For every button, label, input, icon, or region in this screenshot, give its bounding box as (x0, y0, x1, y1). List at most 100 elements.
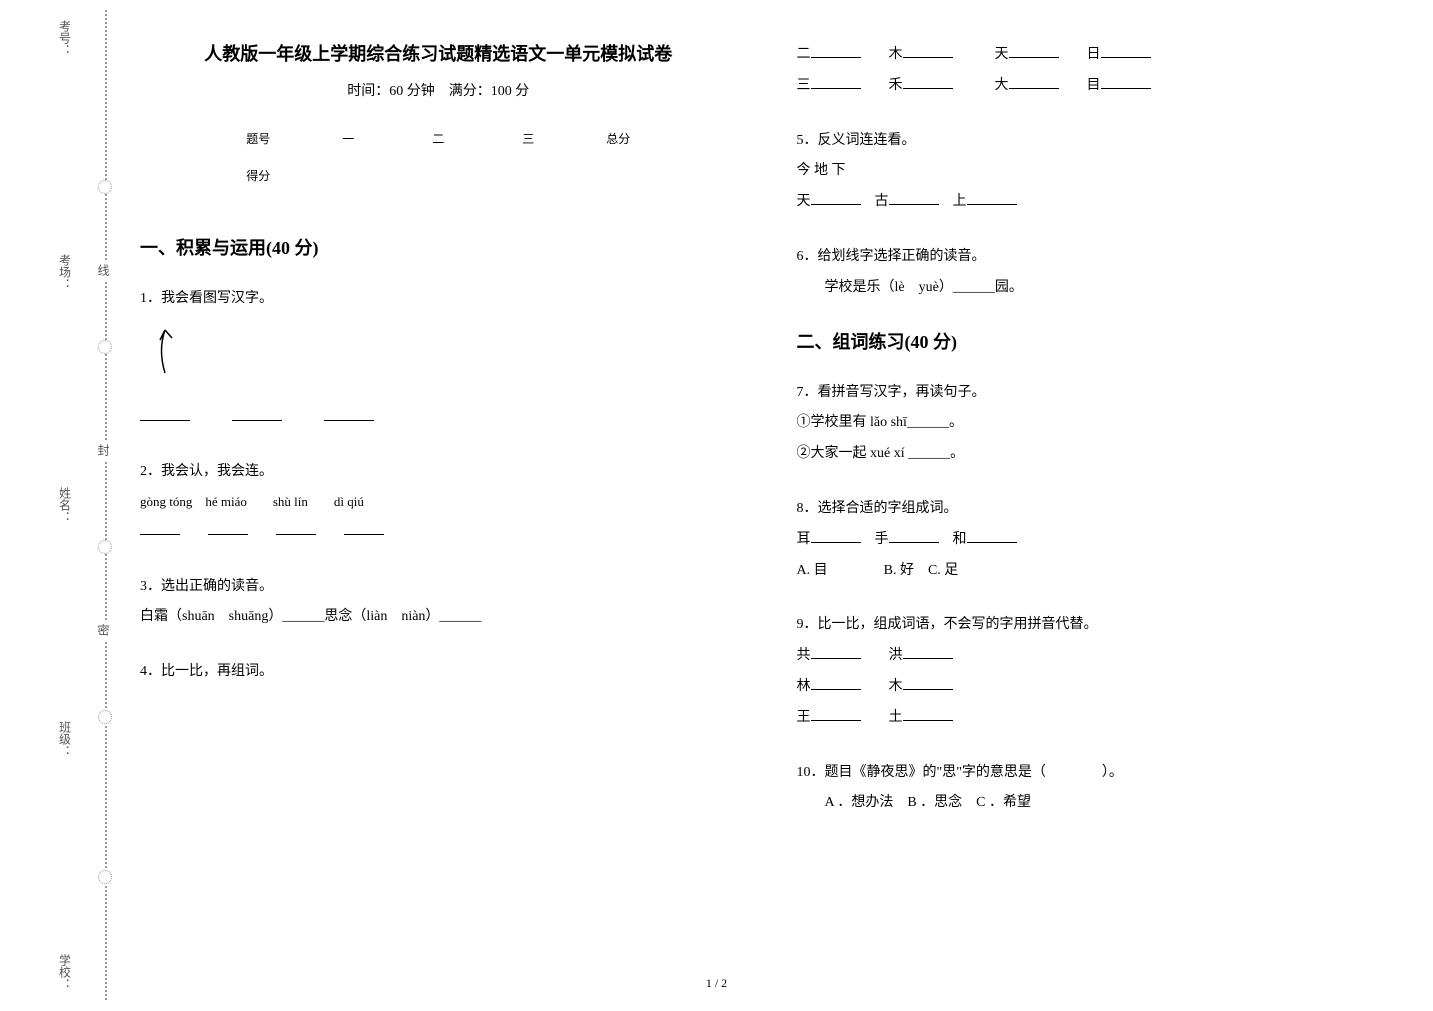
q6-text: 6．给划线字选择正确的读音。 (797, 242, 1394, 273)
q1-blanks (140, 403, 737, 434)
q8-char: 手 (875, 532, 889, 547)
q7-text: 7．看拼音写汉字，再读句子。 (797, 378, 1394, 409)
question-3: 3．选出正确的读音。 白霜（shuān shuāng）______思念（liàn… (140, 572, 737, 634)
q2-text: 2．我会认，我会连。 (140, 457, 737, 488)
answer-blank[interactable] (903, 645, 953, 659)
q10-text: 10．题目《静夜思》的"思"字的意思是（ ）。 (797, 758, 1394, 789)
spine-label-name: 姓名： (57, 487, 74, 523)
score-header: 题号 (233, 130, 283, 147)
left-column: 人教版一年级上学期综合练习试题精选语文一单元模拟试卷 时间：60 分钟 满分：1… (140, 40, 737, 843)
answer-blank[interactable] (1009, 44, 1059, 58)
question-4: 4．比一比，再组词。 (140, 657, 737, 688)
q4-char: 大 (995, 78, 1009, 93)
spine-label-room: 考场： (57, 254, 74, 290)
score-blank (593, 167, 643, 184)
answer-blank[interactable] (324, 407, 374, 421)
answer-blank[interactable] (811, 529, 861, 543)
q4-char: 天 (995, 47, 1009, 62)
answer-blank[interactable] (903, 75, 953, 89)
seal-line (105, 10, 107, 1000)
q8-options: A. 目 B. 好 C. 足 (797, 556, 1394, 587)
answer-blank[interactable] (811, 44, 861, 58)
answer-blank[interactable] (140, 521, 180, 535)
answer-blank[interactable] (1101, 44, 1151, 58)
q4-char: 二 (797, 47, 811, 62)
q4-char: 禾 (889, 78, 903, 93)
q8-text: 8．选择合适的字组成词。 (797, 494, 1394, 525)
score-header: 一 (323, 130, 373, 147)
q9-char: 木 (889, 679, 903, 694)
question-5: 5．反义词连连看。 今 地 下 天 古 上 (797, 126, 1394, 218)
score-header: 三 (503, 130, 553, 147)
q4-char: 三 (797, 78, 811, 93)
question-1: 1．我会看图写汉字。 (140, 284, 737, 433)
q5-char: 古 (875, 194, 889, 209)
score-header: 二 (413, 130, 463, 147)
answer-blank[interactable] (903, 676, 953, 690)
q9-char: 林 (797, 679, 811, 694)
seal-dot (98, 540, 112, 554)
score-blank (503, 167, 553, 184)
section-1-title: 一、积累与运用(40 分) (140, 234, 737, 260)
q3-text: 3．选出正确的读音。 (140, 572, 737, 603)
question-8: 8．选择合适的字组成词。 耳 手 和 A. 目 B. 好 C. 足 (797, 494, 1394, 586)
score-label: 得分 (233, 167, 283, 184)
q5-char: 上 (953, 194, 967, 209)
q3-line: 白霜（shuān shuāng）______思念（liàn niàn）_____… (140, 602, 737, 633)
seal-dot (98, 710, 112, 724)
answer-blank[interactable] (811, 191, 861, 205)
q2-blanks (140, 517, 737, 548)
seal-dot (98, 180, 112, 194)
q9-char: 土 (889, 710, 903, 725)
q2-pinyin: gòng tóng hé miáo shù lín dì qiú (140, 488, 737, 517)
answer-blank[interactable] (889, 191, 939, 205)
q9-text: 9．比一比，组成词语，不会写的字用拼音代替。 (797, 610, 1394, 641)
answer-blank[interactable] (208, 521, 248, 535)
answer-blank[interactable] (232, 407, 282, 421)
q6-line: 学校是乐（lè yuè）______园。 (825, 273, 1394, 304)
q8-char: 和 (953, 532, 967, 547)
q5-text: 5．反义词连连看。 (797, 126, 1394, 157)
answer-blank[interactable] (967, 191, 1017, 205)
answer-blank[interactable] (1101, 75, 1151, 89)
spine-label-school: 学校： (57, 954, 74, 990)
q4-char: 木 (889, 47, 903, 62)
q5-line1: 今 地 下 (797, 156, 1394, 187)
question-6: 6．给划线字选择正确的读音。 学校是乐（lè yuè）______园。 (797, 242, 1394, 304)
q1-text: 1．我会看图写汉字。 (140, 284, 737, 315)
answer-blank[interactable] (903, 44, 953, 58)
question-2: 2．我会认，我会连。 gòng tóng hé miáo shù lín dì … (140, 457, 737, 547)
seal-word-feng: 封 (95, 440, 112, 460)
q7-sub1: ①学校里有 lǎo shī______。 (797, 408, 1394, 439)
answer-blank[interactable] (811, 645, 861, 659)
section-2-title: 二、组词练习(40 分) (797, 328, 1394, 354)
answer-blank[interactable] (811, 707, 861, 721)
q9-char: 共 (797, 648, 811, 663)
q1-figure (150, 325, 737, 393)
question-10: 10．题目《静夜思》的"思"字的意思是（ ）。 A ．想办法 B ．思念 C ．… (797, 758, 1394, 820)
answer-blank[interactable] (811, 75, 861, 89)
question-4-continued: 二 木 天 日 三 禾 大 目 (797, 40, 1394, 102)
q9-char: 洪 (889, 648, 903, 663)
seal-dot (98, 870, 112, 884)
score-header: 总分 (593, 130, 643, 147)
answer-blank[interactable] (811, 676, 861, 690)
answer-blank[interactable] (889, 529, 939, 543)
answer-blank[interactable] (903, 707, 953, 721)
answer-blank[interactable] (967, 529, 1017, 543)
question-9: 9．比一比，组成词语，不会写的字用拼音代替。 共 洪 林 木 王 土 (797, 610, 1394, 733)
arrow-icon (150, 325, 180, 380)
spine-label-examno: 考号： (57, 20, 74, 56)
q10-options: A ．想办法 B ．思念 C ．希望 (825, 788, 1394, 819)
seal-word-mi: 密 (95, 620, 112, 640)
score-table: 题号 一 二 三 总分 得分 (140, 130, 737, 184)
exam-title: 人教版一年级上学期综合练习试题精选语文一单元模拟试卷 (140, 40, 737, 66)
answer-blank[interactable] (276, 521, 316, 535)
answer-blank[interactable] (344, 521, 384, 535)
answer-blank[interactable] (1009, 75, 1059, 89)
q9-char: 王 (797, 710, 811, 725)
q4-char: 日 (1087, 47, 1101, 62)
seal-dot (98, 340, 112, 354)
score-blank (323, 167, 373, 184)
answer-blank[interactable] (140, 407, 190, 421)
